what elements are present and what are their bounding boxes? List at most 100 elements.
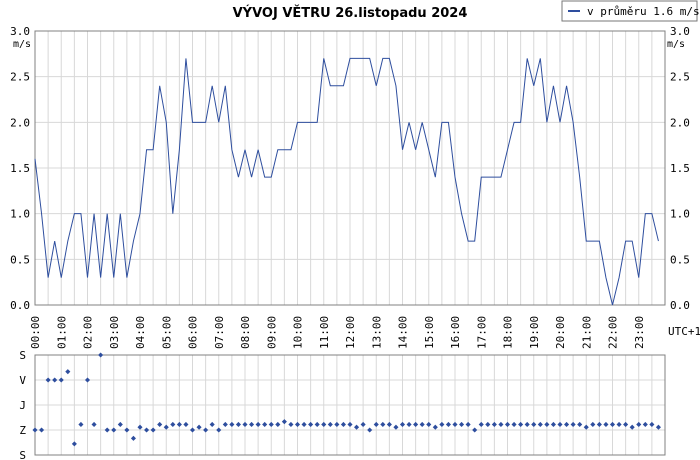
x-tick-label: 02:00 [82, 316, 95, 349]
x-tick-label: 17:00 [475, 316, 488, 349]
wind-direction-point [518, 421, 524, 427]
wind-direction-point [71, 441, 77, 447]
x-tick-label: 05:00 [160, 316, 173, 349]
wind-direction-point [498, 421, 504, 427]
wind-direction-point [294, 421, 301, 427]
wind-direction-point [321, 421, 327, 427]
wind-direction-point [577, 421, 583, 427]
wind-direction-point [308, 421, 314, 427]
wind-direction-point [445, 421, 451, 427]
wind-direction-point [124, 427, 130, 433]
wind-direction-point [39, 427, 45, 433]
wind-direction-point [413, 421, 419, 427]
wind-direction-point [426, 421, 432, 427]
x-tick-label: 09:00 [265, 316, 278, 349]
direction-label: Z [19, 424, 26, 437]
wind-direction-point [104, 427, 110, 433]
x-tick-label: 15:00 [423, 316, 436, 349]
wind-direction-point [393, 424, 399, 430]
x-tick-label: 04:00 [134, 316, 147, 349]
wind-direction-point [590, 421, 596, 427]
wind-direction-point [150, 427, 156, 433]
wind-direction-point [386, 421, 392, 427]
chart-title: VÝVOJ VĚTRU 26.listopadu 2024 [233, 5, 468, 21]
x-tick-label: 22:00 [607, 316, 620, 349]
wind-direction-point [406, 421, 412, 427]
wind-direction-point [583, 424, 589, 430]
y-tick-label: 3.0 [10, 25, 30, 38]
y-tick-label: 0.5 [10, 253, 30, 266]
x-tick-label: 10:00 [292, 316, 305, 349]
wind-direction-point [432, 424, 438, 430]
x-tick-label: 03:00 [108, 316, 121, 349]
direction-plot-frame [34, 354, 666, 456]
wind-direction-point [65, 369, 71, 375]
wind-direction-point [603, 421, 609, 427]
wind-direction-point [354, 424, 360, 430]
x-ticks: 00:00 01:00 02:00 03:00 04:00 05:00 06:00 07:00… [29, 316, 646, 349]
wind-direction-point [642, 421, 648, 427]
wind-direction-point [623, 421, 629, 427]
wind-direction-point [216, 427, 222, 433]
direction-label: S [19, 449, 26, 460]
wind-direction-point [275, 421, 281, 427]
timezone-label: UTC+1 [668, 325, 700, 338]
wind-direction-point [380, 421, 386, 427]
wind-direction-point [242, 421, 248, 427]
wind-direction-point [45, 377, 51, 383]
wind-direction-point [511, 421, 517, 427]
wind-direction-point [58, 377, 64, 383]
wind-direction-point [564, 421, 570, 427]
wind-direction-point [649, 421, 655, 427]
y-tick-label-right: 2.0 [670, 116, 690, 129]
wind-direction-point [334, 421, 340, 427]
wind-direction-point [130, 435, 136, 441]
y-axis-unit-right: m/s [667, 39, 685, 50]
y-tick-label-right: 1.5 [670, 162, 690, 175]
direction-label: S [19, 349, 26, 362]
wind-direction-point [537, 421, 543, 427]
wind-direction-point [170, 421, 176, 427]
wind-direction-point [327, 421, 333, 427]
x-tick-label: 07:00 [213, 316, 226, 349]
wind-direction-point [157, 421, 163, 427]
wind-direction-point [117, 421, 123, 427]
x-tick-label: 11:00 [318, 316, 331, 349]
direction-label: J [19, 399, 26, 412]
wind-direction-point [360, 421, 366, 427]
wind-direction-point [485, 421, 491, 427]
x-tick-label: 12:00 [344, 316, 357, 349]
wind-direction-point [465, 421, 471, 427]
y-tick-label-right: 0.5 [670, 253, 690, 266]
x-tick-label: 06:00 [187, 316, 200, 349]
y-tick-label-right: 0.0 [670, 299, 690, 312]
wind-direction-point [144, 427, 150, 433]
wind-direction-point [203, 427, 209, 433]
wind-direction-point [32, 427, 38, 433]
x-tick-label: 21:00 [580, 316, 593, 349]
x-tick-label: 20:00 [554, 316, 567, 349]
wind-direction-point [629, 424, 635, 430]
x-tick-label: 23:00 [633, 316, 646, 349]
wind-direction-point [399, 421, 406, 427]
main-plot-frame [34, 30, 666, 306]
wind-direction-point [235, 421, 241, 427]
y-tick-label-right: 3.0 [670, 25, 690, 38]
y-tick-label: 1.0 [10, 208, 30, 221]
wind-direction-point [570, 421, 576, 427]
x-tick-label: 01:00 [55, 316, 68, 349]
wind-direction-point [609, 421, 616, 427]
y-tick-label: 2.0 [10, 116, 30, 129]
wind-direction-point [596, 421, 602, 427]
y-tick-label-right: 2.5 [670, 71, 690, 84]
y-tick-label: 0.0 [10, 299, 30, 312]
wind-direction-point [209, 421, 215, 427]
x-tick-label: 08:00 [239, 316, 252, 349]
wind-direction-point [78, 421, 84, 427]
wind-direction-point [163, 424, 169, 430]
legend: v průměru 1.6 m/s [561, 0, 700, 22]
wind-direction-point [439, 421, 445, 427]
wind-direction-point [616, 421, 622, 427]
x-tick-label: 16:00 [449, 316, 462, 349]
